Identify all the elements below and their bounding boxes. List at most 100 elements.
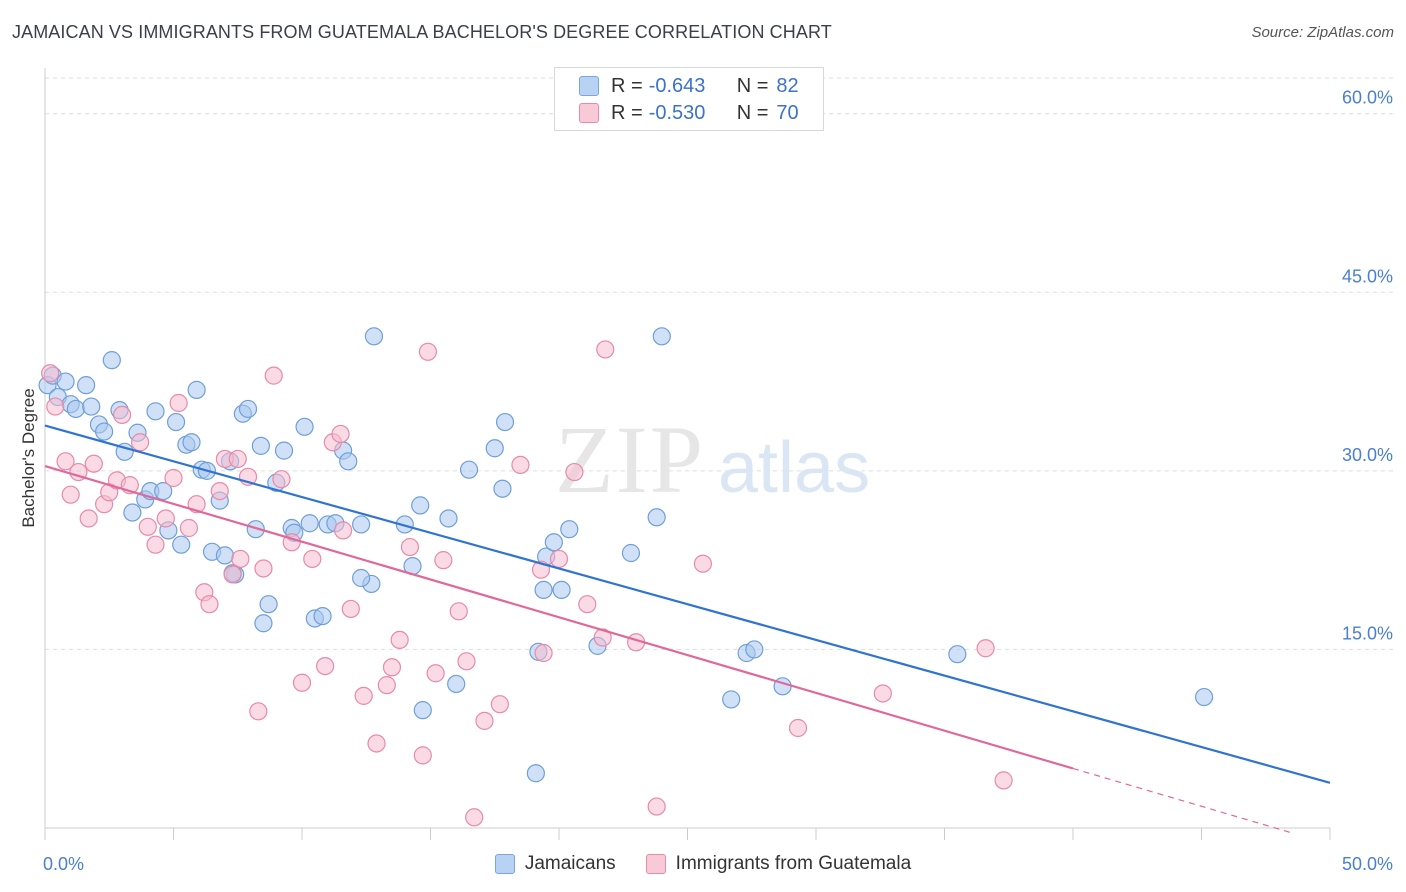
legend-row-jamaicans: R = -0.643 N = 82 [579,74,799,98]
point-jamaican [352,568,371,588]
point-jamaican [652,327,671,346]
point-jamaican [485,439,504,458]
series-label-jamaicans: Jamaicans [524,853,616,874]
point-guatemala [647,797,666,816]
point-jamaican [182,433,201,452]
point-guatemala [164,468,183,488]
point-jamaican [352,515,371,534]
point-jamaican [647,508,666,527]
series-swatch-blue [494,854,515,874]
point-jamaican [544,533,563,552]
point-jamaican [187,380,206,400]
point-jamaican [166,412,186,432]
point-jamaican [948,645,967,664]
legend-r-value: -0.643 [648,74,706,97]
point-jamaican [339,452,358,471]
point-jamaican [313,606,332,626]
trend-layer [44,424,1331,834]
series-legend: Jamaicans Immigrants from Guatemala [0,851,1406,877]
legend-swatch-pink [579,103,599,123]
point-jamaican [560,520,579,539]
point-guatemala [303,549,322,569]
point-guatemala [316,656,335,676]
point-guatemala [390,630,409,650]
point-guatemala [272,470,291,489]
y-tick-label: 60.0% [1342,88,1393,108]
legend-r-label: R = [611,101,643,124]
point-jamaican [364,327,384,346]
point-jamaican [534,580,553,600]
point-guatemala [475,711,494,730]
watermark-zip: ZIP [555,406,705,513]
point-guatemala [377,676,396,695]
point-guatemala [112,405,132,425]
point-guatemala [254,559,273,578]
point-jamaican [254,614,273,633]
series-swatch-pink [645,854,666,874]
point-guatemala [179,518,199,538]
point-guatemala [264,366,283,385]
point-guatemala [146,535,165,554]
point-guatemala [418,342,438,361]
point-jamaican [295,417,314,436]
source-credit: Source: ZipAtlas.com [1251,24,1394,41]
point-guatemala [228,449,247,469]
point-guatemala [578,595,597,614]
point-guatemala [156,509,175,528]
point-guatemala [457,652,476,671]
point-jamaican [274,441,294,460]
point-jamaican [300,514,319,533]
point-guatemala [490,695,509,714]
axis-layer: 15.0% 30.0% 45.0% 60.0% 0.0% 50.0% [43,68,1393,874]
point-jamaican [722,690,741,709]
point-guatemala [231,549,250,569]
point-guatemala [565,462,584,482]
trendline-jamaican [44,424,1331,784]
point-guatemala [46,397,65,416]
point-jamaican [493,479,512,498]
point-jamaican [621,543,641,563]
legend-n-value: 70 [776,101,799,124]
watermark: ZIP atlas [555,406,870,513]
point-guatemala [41,364,60,383]
point-jamaican [745,640,764,659]
y-tick-label: 30.0% [1342,445,1393,465]
point-guatemala [465,808,484,827]
point-jamaican [439,509,458,528]
watermark-atlas: atlas [718,428,870,508]
point-jamaican [77,376,96,395]
point-guatemala [56,452,75,471]
stats-legend: R = -0.643 N = 82 R = -0.530 N = 70 [554,67,824,131]
point-guatemala [511,455,530,475]
point-guatemala [382,658,402,677]
point-jamaican [66,399,85,419]
point-jamaican [154,481,173,501]
trendline-guatemala [44,465,1074,770]
point-jamaican [146,402,165,421]
point-guatemala [413,746,432,765]
legend-n-label: N = [736,101,769,124]
series-label-guatemala: Immigrants from Guatemala [675,853,912,874]
point-jamaican [251,436,270,455]
point-jamaican [259,595,278,614]
point-jamaican [123,503,142,522]
point-jamaican [413,701,432,720]
point-guatemala [341,599,360,619]
x-tick-label-max: 50.0% [1342,854,1393,874]
point-guatemala [249,702,268,721]
points-layer [38,327,1214,827]
point-jamaican [411,496,430,515]
point-guatemala [331,424,350,444]
point-jamaican [238,399,258,419]
legend-r-value: -0.530 [648,101,706,124]
point-guatemala [426,664,445,683]
point-guatemala [210,481,229,501]
point-guatemala [549,549,569,569]
point-guatemala [169,393,188,413]
chart-title: JAMAICAN VS IMMIGRANTS FROM GUATEMALA BA… [12,22,832,42]
legend-n-value: 82 [776,74,799,97]
point-guatemala [84,454,103,473]
point-guatemala [200,595,219,614]
point-jamaican [1194,687,1214,707]
